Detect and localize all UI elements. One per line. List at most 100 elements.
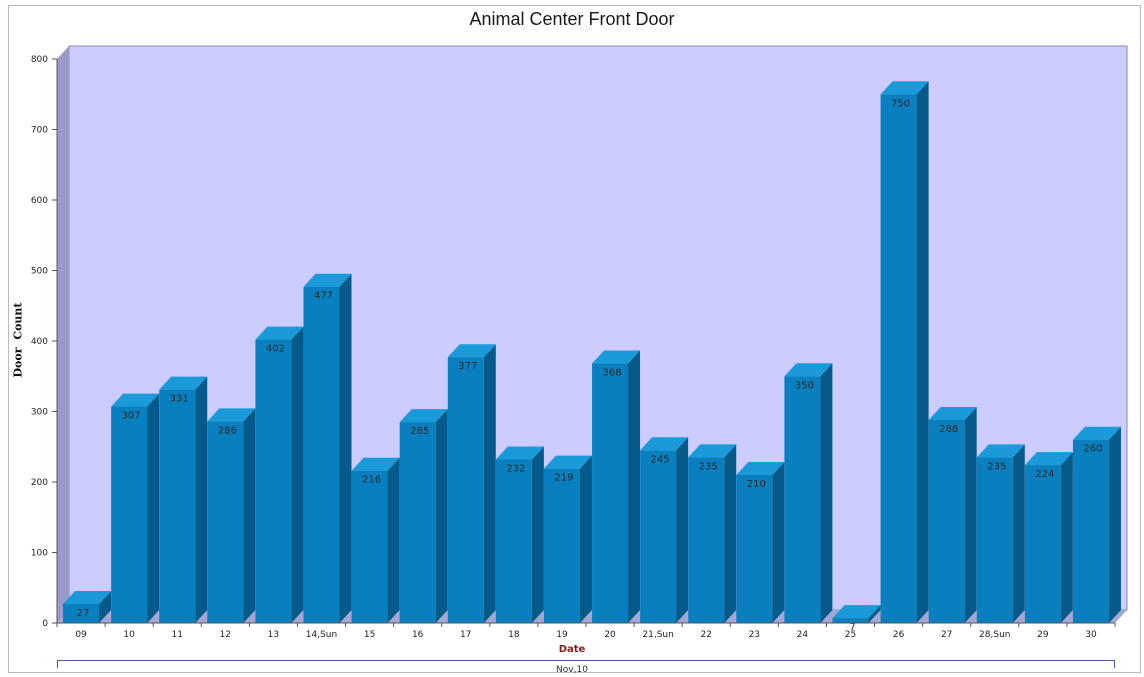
y-tick-label: 700 (31, 126, 48, 136)
bar: 216 (351, 457, 400, 623)
x-tick-label: 29 (1037, 630, 1049, 640)
bar: 477 (303, 273, 352, 623)
x-axis: 09 10 11 12 13 14,Sun 15 16 17 18 19 20 21,Sun 22 23 24… (56, 622, 1116, 640)
bar-data-label: 216 (362, 475, 381, 486)
x-tick-label: 28,Sun (979, 630, 1010, 640)
bar: 377 (447, 344, 496, 623)
bar: 210 (736, 461, 785, 623)
bar-front (495, 459, 532, 623)
bar: 288 (928, 406, 977, 623)
y-axis: 0 100 200 300 400 500 600 700 800 (31, 55, 58, 629)
x-tick-label: 10 (123, 630, 135, 640)
bar-side (1060, 452, 1073, 623)
x-group-label: Nov,10 (556, 665, 588, 675)
y-tick-label: 200 (31, 478, 48, 488)
y-tick-label: 300 (31, 408, 48, 418)
bar: 260 (1072, 426, 1121, 623)
bar-front (640, 450, 677, 623)
bar-top (159, 376, 208, 390)
bar-side (628, 350, 641, 623)
bar-data-label: 288 (939, 424, 958, 435)
bar-data-label: 307 (122, 411, 141, 422)
x-tick-label: 23 (749, 630, 760, 640)
x-tick-label: 14,Sun (306, 630, 337, 640)
bar: 232 (495, 446, 544, 623)
bar-front (303, 286, 340, 623)
y-tick-label: 500 (31, 267, 48, 277)
x-tick-label: 15 (364, 630, 375, 640)
bar-front (447, 357, 484, 623)
bar-side (243, 408, 256, 623)
bar-front (880, 94, 917, 623)
x-tick-label: 21,Sun (642, 630, 673, 640)
bar-side (291, 326, 304, 623)
bar-data-label: 235 (987, 461, 1006, 472)
side-wall (57, 46, 69, 623)
bar-side (435, 409, 448, 623)
x-tick-label: 19 (556, 630, 568, 640)
y-tick-label: 0 (42, 619, 48, 629)
bar-top (592, 350, 641, 364)
bar-top (303, 273, 352, 287)
y-tick-label: 100 (31, 549, 48, 559)
x-group-bracket (57, 660, 1115, 668)
bar-top (832, 605, 881, 619)
bar-data-label: 368 (602, 368, 621, 379)
bar: 285 (399, 409, 448, 623)
bar-front (159, 389, 196, 623)
bar-top (736, 461, 785, 475)
bar: 402 (255, 326, 304, 623)
bar-top (880, 81, 929, 95)
x-tick-label: 24 (797, 630, 809, 640)
bar-front (111, 406, 148, 623)
bar-top (976, 444, 1025, 458)
bar-side (724, 444, 737, 623)
x-tick-label: 18 (508, 630, 520, 640)
bar-front (399, 422, 436, 623)
bar-side (579, 455, 592, 623)
bar-data-label: 377 (458, 361, 477, 372)
bar-data-label: 477 (314, 291, 333, 302)
bars: 27 307 331 286 402 477 216 285 377 232 219 368 245 23… (63, 81, 1121, 633)
bar-front (784, 376, 821, 623)
bar: 350 (784, 363, 833, 623)
bar-side (1012, 444, 1025, 623)
bar-data-label: 260 (1083, 444, 1102, 455)
bar-top (1072, 426, 1121, 440)
bar-front (688, 457, 725, 623)
x-tick-label: 09 (75, 630, 87, 640)
bar-side (339, 273, 352, 623)
bar-side (531, 446, 544, 623)
bar-front (832, 618, 869, 623)
bar-front (1072, 439, 1109, 623)
bar-data-label: 235 (699, 461, 718, 472)
bar-side (387, 457, 400, 623)
x-tick-label: 13 (268, 630, 279, 640)
bar-front (736, 474, 773, 623)
bar-side (147, 393, 160, 623)
x-tick-label: 22 (701, 630, 712, 640)
bar-side (676, 437, 689, 623)
bar-top (207, 408, 256, 422)
x-tick-label: 27 (941, 630, 952, 640)
x-tick-label: 16 (412, 630, 424, 640)
bar-data-label: 27 (77, 608, 90, 619)
x-tick-label: 17 (460, 630, 471, 640)
bar-data-label: 232 (506, 463, 525, 474)
bar-data-label: 245 (651, 454, 670, 465)
bar-side (916, 81, 929, 623)
bar-top (495, 446, 544, 460)
bar-top (351, 457, 400, 471)
bar-side (820, 363, 833, 623)
x-axis-label: Date (558, 644, 586, 655)
bar-top (255, 326, 304, 340)
bar: 368 (592, 350, 641, 623)
bar: 286 (207, 408, 256, 623)
bar-front (351, 470, 388, 623)
bar-top (543, 455, 592, 469)
bar-top (447, 344, 496, 358)
bar: 235 (976, 444, 1025, 623)
bar-front (592, 363, 629, 623)
y-tick-label: 800 (31, 55, 48, 65)
bar-data-label: 210 (747, 479, 766, 490)
